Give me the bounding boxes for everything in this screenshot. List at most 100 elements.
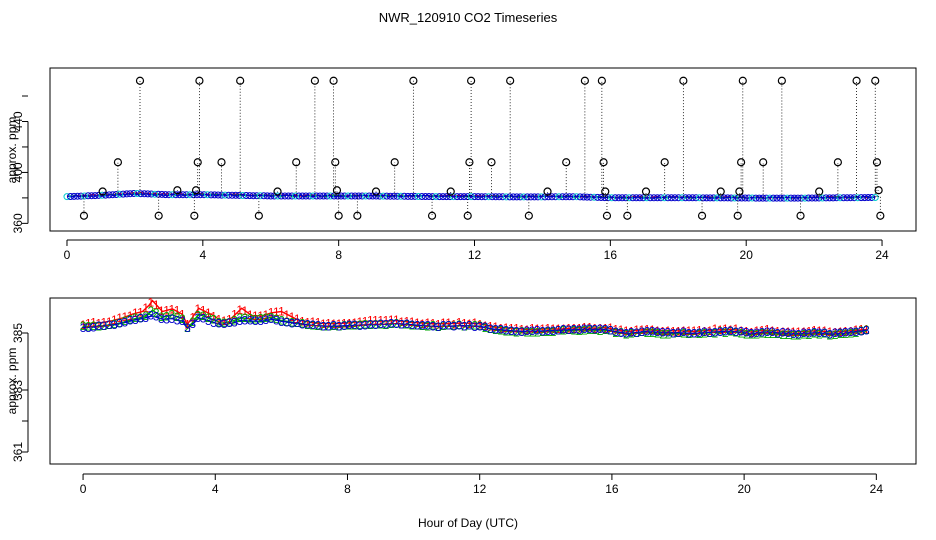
bottom-series-2-marker: 2 [440, 319, 447, 333]
bottom-series-1-marker: 1 [226, 313, 233, 327]
bottom-series-3-marker: 3 [727, 324, 734, 338]
bottom-y-axis-label: approx. ppm [5, 348, 19, 415]
bottom-series-2-marker: 2 [832, 328, 839, 342]
bottom-series-2-marker: 2 [168, 308, 175, 322]
bottom-series-3-marker: 3 [738, 325, 745, 339]
bottom-series-2-marker: 2 [539, 325, 546, 339]
bottom-series-1-marker: 1 [367, 314, 374, 328]
bottom-series-3-marker: 3 [623, 327, 630, 341]
bottom-series-2-marker: 2 [759, 326, 766, 340]
top-baseline-point [407, 192, 415, 200]
top-baseline-point [323, 192, 331, 200]
bottom-series-3-marker: 3 [477, 319, 484, 333]
bottom-series-2-marker: 2 [508, 324, 515, 338]
top-baseline-point [520, 193, 528, 201]
top-spike-point [833, 158, 842, 167]
top-baseline-point [246, 192, 254, 200]
bottom-series-2-marker: 2 [701, 326, 708, 340]
top-baseline-point [91, 192, 99, 200]
bottom-series-2-marker: 2 [200, 309, 207, 323]
bottom-series-2-marker: 2 [372, 317, 379, 331]
bottom-series-2-marker: 2 [142, 309, 149, 323]
bottom-series-1-marker: 1 [210, 310, 217, 324]
top-spike-point [446, 187, 455, 196]
top-baseline-point [383, 192, 391, 200]
bottom-series-1-marker: 1 [435, 317, 442, 331]
bottom-series-1-marker: 1 [795, 325, 802, 339]
bottom-series-1-marker: 1 [236, 303, 243, 317]
bottom-series-1-marker: 1 [195, 302, 202, 316]
bottom-series-1-marker: 1 [153, 298, 160, 312]
top-baseline-point [341, 192, 349, 200]
bottom-series-2-marker: 2 [137, 311, 144, 325]
top-spike-point [876, 211, 885, 220]
bottom-series-3-marker: 3 [383, 317, 390, 331]
bottom-series-1-marker: 1 [273, 305, 280, 319]
bottom-series-3-marker: 3 [753, 326, 760, 340]
bottom-series-3-marker: 3 [503, 324, 510, 338]
top-baseline-point [548, 193, 556, 201]
bottom-series-2-marker: 2 [675, 326, 682, 340]
top-baseline-point [843, 194, 851, 202]
bottom-series-3-marker: 3 [654, 325, 661, 339]
top-baseline-point [696, 194, 703, 202]
bottom-series-1-marker: 1 [827, 325, 834, 339]
bottom-series-1-marker: 1 [790, 325, 797, 339]
bottom-series-2-marker: 2 [790, 329, 797, 343]
bottom-series-2-marker: 2 [565, 323, 572, 337]
bottom-series-1-marker: 1 [602, 321, 609, 335]
bottom-series-2-marker: 2 [257, 312, 264, 326]
bottom-series-3-marker: 3 [665, 326, 672, 340]
bottom-series-1-marker: 1 [377, 313, 384, 327]
bottom-series-2-marker: 2 [278, 314, 285, 328]
bottom-series-3-marker: 3 [419, 318, 426, 332]
top-baseline-point [67, 193, 74, 200]
bottom-series-1-marker: 1 [722, 322, 729, 336]
bottom-series-1-marker: 1 [806, 325, 813, 339]
top-baseline-point [636, 194, 644, 202]
top-spike-point [759, 158, 768, 167]
bottom-series-1-marker: 1 [461, 317, 468, 331]
bottom-series-3-marker: 3 [539, 325, 546, 339]
top-baseline-point [151, 190, 159, 198]
bottom-series-3-marker: 3 [445, 319, 452, 333]
bottom-series-1-marker: 1 [576, 321, 583, 335]
bottom-series-3-marker: 3 [127, 313, 134, 327]
bottom-series-1-marker: 1 [242, 304, 249, 318]
bottom-series-3-marker: 3 [283, 316, 290, 330]
bottom-series-1-marker: 1 [336, 317, 343, 331]
top-baseline-point [183, 191, 190, 199]
top-baseline-point [429, 193, 436, 201]
bottom-series-2-marker: 2 [320, 319, 327, 333]
top-baseline-point [446, 193, 454, 201]
bottom-series-3-marker: 3 [456, 318, 463, 332]
top-baseline-point [200, 191, 208, 199]
top-baseline-point [783, 194, 791, 202]
top-spike-point [135, 76, 145, 85]
bottom-series-1-marker: 1 [607, 321, 614, 335]
bottom-series-2-marker: 2 [769, 327, 776, 341]
bottom-series-1-marker: 1 [163, 303, 170, 317]
bottom-series-1-marker: 1 [858, 323, 865, 337]
top-baseline-point [457, 193, 465, 201]
bottom-series-1-marker: 1 [200, 304, 207, 318]
bottom-series-1-marker: 1 [675, 325, 682, 339]
top-spike-point [217, 158, 226, 167]
bottom-series-3-marker: 3 [612, 325, 619, 339]
top-spike-point [602, 211, 612, 220]
bottom-series-1-marker: 1 [90, 316, 97, 330]
bottom-series-1-marker: 1 [686, 324, 693, 338]
top-spike-point [79, 211, 89, 220]
bottom-series-1-marker: 1 [513, 322, 520, 336]
bottom-series-2-marker: 2 [95, 320, 102, 334]
bottom-series-2-marker: 2 [210, 312, 217, 326]
top-spike-point [679, 76, 688, 85]
top-baseline-point [421, 193, 429, 200]
top-baseline-point [826, 194, 834, 202]
top-spike-point [173, 186, 182, 195]
bottom-series-1-marker: 1 [816, 324, 823, 338]
bottom-series-2-marker: 2 [513, 325, 520, 339]
bottom-series-1-marker: 1 [586, 321, 593, 335]
bottom-series-1-marker: 1 [341, 317, 348, 331]
